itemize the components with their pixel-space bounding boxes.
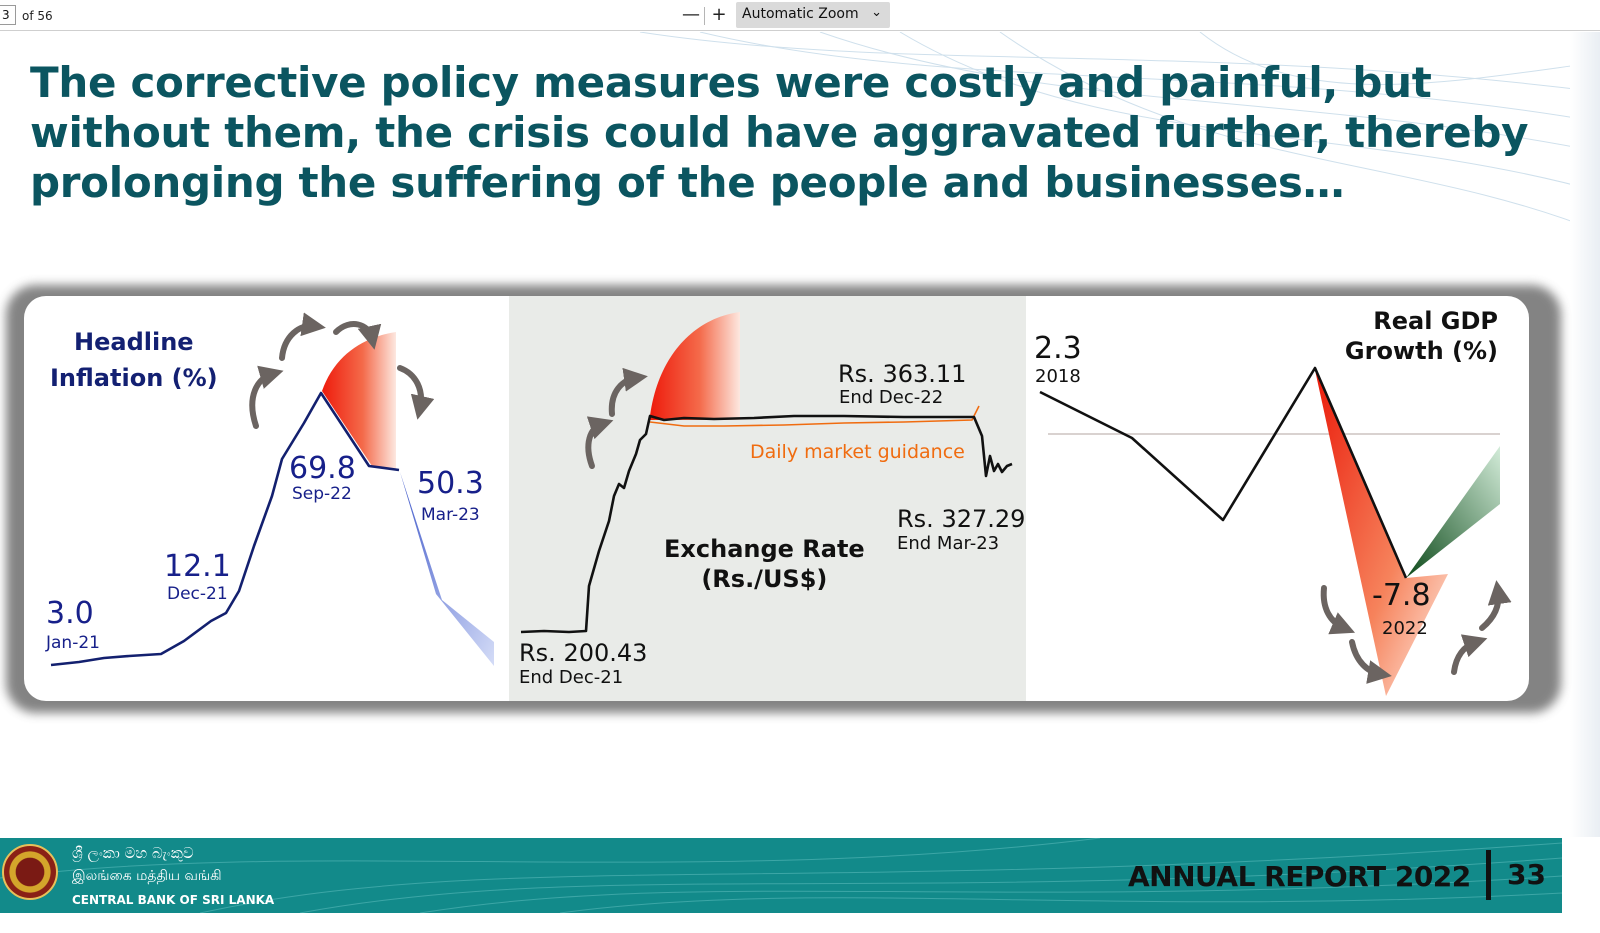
curved-arrow-icon — [1320, 585, 1356, 635]
exchange-value-dec21: Rs. 200.43 — [519, 639, 648, 667]
gdp-value-2022: -7.8 — [1372, 578, 1431, 613]
gdp-recovery-highlight — [1406, 446, 1500, 578]
gdp-value-2018: 2.3 — [1034, 331, 1082, 366]
curved-arrow-icon — [608, 367, 648, 417]
inflation-title: Headline Inflation (%) — [50, 328, 218, 392]
exchange-value-mar23: Rs. 327.29 — [897, 505, 1026, 533]
inflation-date-dec21: Dec-21 — [167, 584, 228, 604]
gdp-momentum-arrows — [1320, 580, 1512, 684]
viewer-toolbar: 3 of 56 — + Automatic Zoom ⌄ — [0, 0, 1600, 31]
bank-name-sinhala: ශ්‍රී ලංකා මහ බැංකුව — [72, 844, 194, 862]
exchange-rate-line — [520, 414, 1013, 634]
page-number-input[interactable]: 3 — [0, 5, 16, 25]
exchange-value-dec22: Rs. 363.11 — [838, 360, 967, 388]
zoom-out-button[interactable]: — — [682, 4, 700, 25]
exchange-date-dec21: End Dec-21 — [519, 667, 624, 688]
toolbar-divider — [704, 7, 705, 25]
zoom-select-value: Automatic Zoom — [742, 6, 859, 22]
gdp-date-2022: 2022 — [1382, 618, 1428, 639]
page-count-label: of 56 — [22, 9, 53, 23]
annual-report-label: ANNUAL REPORT 2022 — [1128, 860, 1471, 893]
exchange-rate-background — [509, 296, 1026, 701]
background-wave-lines — [639, 32, 1600, 233]
exchange-rate-title: Exchange Rate (Rs./US$) — [664, 535, 865, 593]
inflation-date-mar23: Mar-23 — [421, 505, 480, 525]
exchange-date-mar23: End Mar-23 — [897, 533, 1000, 554]
guidance-line — [649, 405, 980, 427]
central-bank-seal-logo — [2, 844, 58, 900]
inflation-decline-band — [400, 472, 494, 666]
gdp-contraction-highlight — [1315, 370, 1448, 696]
inflation-line — [50, 391, 400, 667]
scrollbar[interactable] — [1570, 32, 1600, 837]
inflation-peak-highlight — [322, 332, 396, 470]
chevron-down-icon: ⌄ — [871, 5, 882, 20]
curved-arrow-icon — [249, 365, 284, 429]
curved-arrow-icon — [333, 321, 382, 350]
inflation-value-mar23: 50.3 — [417, 466, 484, 501]
gdp-date-2018: 2018 — [1035, 366, 1081, 387]
guidance-label: Daily market guidance — [750, 441, 965, 463]
inflation-value-jan21: 3.0 — [46, 596, 94, 631]
exchange-rate-spike-highlight — [650, 312, 740, 420]
bank-name-tamil: இலங்கை மத்திய வங்கி — [72, 868, 222, 884]
footer-wave-lines — [0, 838, 1562, 913]
curved-arrow-icon — [397, 365, 435, 420]
charts-panel: Headline Inflation (%) 3.0 Jan-21 12.1 D… — [24, 296, 1529, 701]
inflation-momentum-arrows — [249, 312, 435, 429]
slide-headline: The corrective policy measures were cost… — [30, 58, 1529, 207]
inflation-date-jan21: Jan-21 — [46, 633, 100, 653]
inflation-value-sep22: 69.8 — [289, 451, 356, 486]
curved-arrow-icon — [1479, 580, 1512, 631]
inflation-value-dec21: 12.1 — [164, 549, 231, 584]
curved-arrow-icon — [1451, 634, 1488, 675]
gdp-line — [1039, 366, 1408, 579]
gdp-title: Real GDP Growth (%) — [1344, 307, 1498, 365]
inflation-date-sep22: Sep-22 — [292, 484, 352, 504]
curved-arrow-icon — [279, 312, 326, 361]
exchange-momentum-arrows — [585, 367, 648, 469]
slide-footer: ශ්‍රී ලංකා මහ බැංකුව இலங்கை மத்திய வங்கி… — [0, 838, 1562, 913]
bank-name-english: CENTRAL BANK OF SRI LANKA — [72, 893, 275, 907]
charts-svg — [50, 312, 1512, 696]
zoom-select[interactable]: Automatic Zoom ⌄ — [736, 2, 890, 28]
zoom-in-button[interactable]: + — [711, 4, 727, 25]
exchange-date-dec22: End Dec-22 — [839, 387, 944, 408]
footer-divider — [1486, 850, 1491, 900]
slide-page-number: 33 — [1507, 858, 1546, 891]
curved-arrow-icon — [585, 416, 614, 469]
curved-arrow-icon — [1349, 639, 1392, 684]
